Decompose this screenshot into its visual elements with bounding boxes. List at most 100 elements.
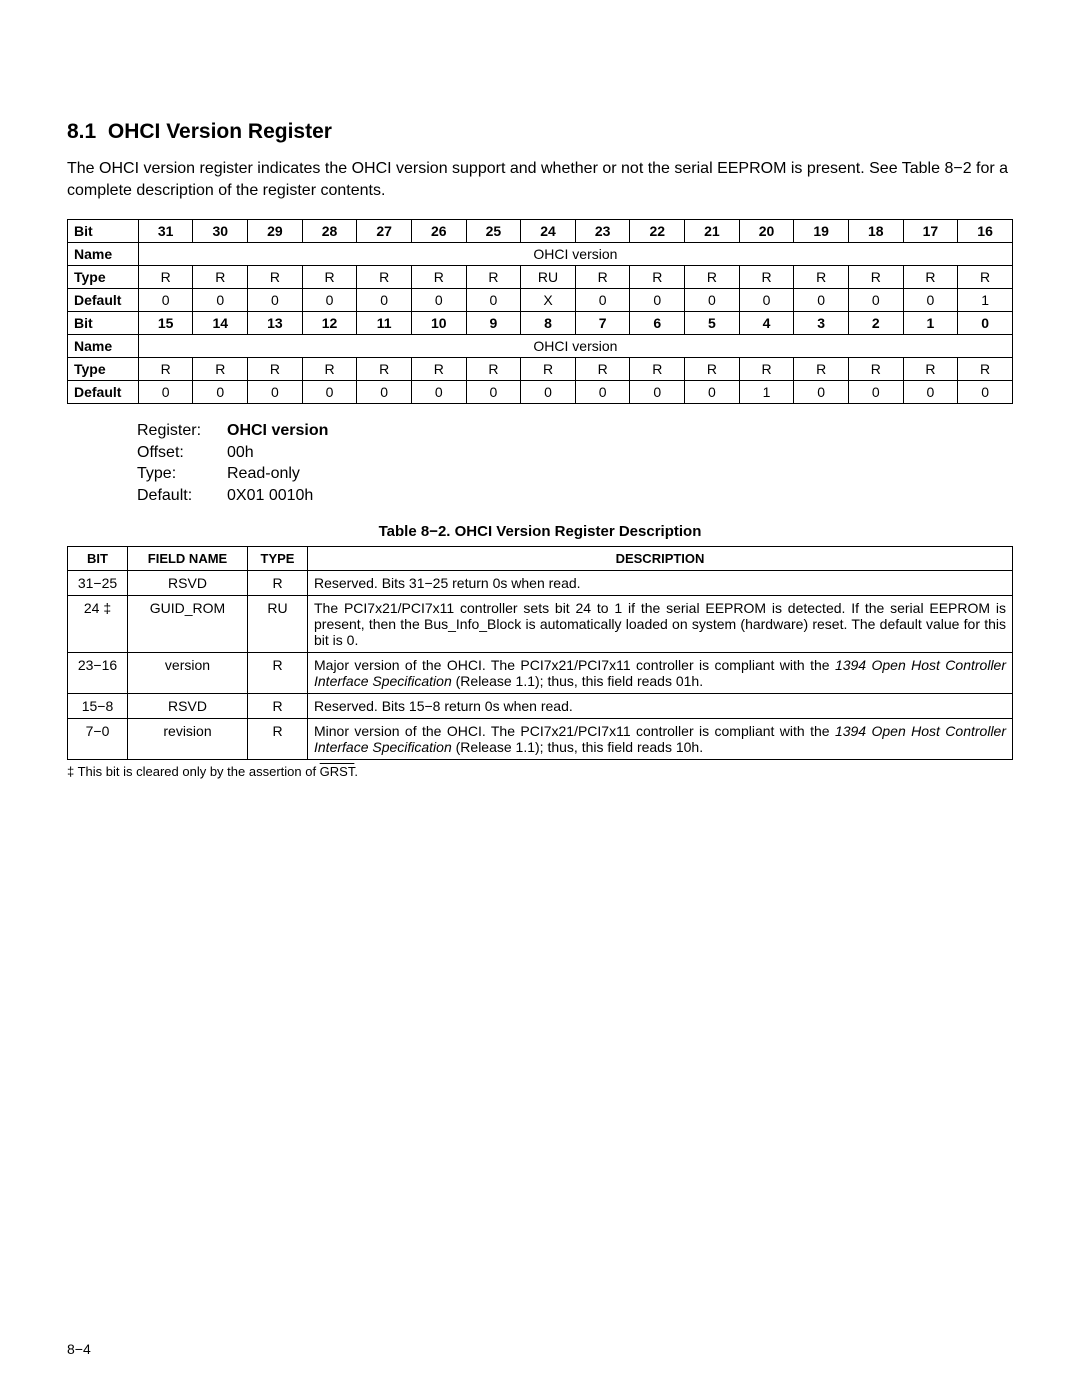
bitmap-cell: R xyxy=(521,358,576,381)
bitmap-cell: 0 xyxy=(302,381,357,404)
bitmap-cell: 30 xyxy=(193,220,248,243)
desc-description: Minor version of the OHCI. The PCI7x21/P… xyxy=(308,718,1013,759)
desc-bit: 24 ‡ xyxy=(68,595,128,652)
bitmap-cell: 0 xyxy=(958,381,1013,404)
desc-header: FIELD NAME xyxy=(128,546,248,570)
bitmap-cell: R xyxy=(411,266,466,289)
bitmap-cell: R xyxy=(248,358,303,381)
bitmap-cell: R xyxy=(302,266,357,289)
page-number: 8−4 xyxy=(67,1341,91,1357)
bitmap-cell: R xyxy=(357,266,412,289)
bitmap-cell: 3 xyxy=(794,312,849,335)
reg-info-type-value: Read-only xyxy=(227,463,300,485)
bitmap-cell: 0 xyxy=(794,289,849,312)
desc-description: The PCI7x21/PCI7x11 controller sets bit … xyxy=(308,595,1013,652)
description-table: BITFIELD NAMETYPEDESCRIPTION31−25RSVDRRe… xyxy=(67,546,1013,760)
bitmap-cell: R xyxy=(575,266,630,289)
bitmap-cell: 19 xyxy=(794,220,849,243)
desc-type: R xyxy=(248,652,308,693)
bitmap-cell: 6 xyxy=(630,312,685,335)
reg-info-register-label: Register: xyxy=(137,420,227,442)
bitmap-cell: R xyxy=(466,358,521,381)
bitmap-cell: 0 xyxy=(739,289,794,312)
bitmap-cell: R xyxy=(685,266,740,289)
bitmap-cell: 1 xyxy=(739,381,794,404)
desc-bit: 15−8 xyxy=(68,693,128,718)
reg-info-default-label: Default: xyxy=(137,485,227,507)
bitmap-cell: 0 xyxy=(302,289,357,312)
bitmap-cell: R xyxy=(138,358,193,381)
bitmap-cell: R xyxy=(794,358,849,381)
bitmap-cell: 0 xyxy=(903,381,958,404)
reg-info-offset-label: Offset: xyxy=(137,442,227,464)
bitmap-cell: 0 xyxy=(248,381,303,404)
desc-header: TYPE xyxy=(248,546,308,570)
bitmap-row-label: Name xyxy=(68,335,139,358)
desc-type: R xyxy=(248,570,308,595)
bitmap-cell: R xyxy=(685,358,740,381)
bitmap-cell: R xyxy=(848,358,903,381)
desc-field: revision xyxy=(128,718,248,759)
bitmap-cell: 14 xyxy=(193,312,248,335)
bitmap-cell: 0 xyxy=(193,381,248,404)
bitmap-cell: RU xyxy=(521,266,576,289)
bitmap-cell: R xyxy=(848,266,903,289)
bitmap-cell: 24 xyxy=(521,220,576,243)
bitmap-cell: 0 xyxy=(466,289,521,312)
bitmap-cell: 8 xyxy=(521,312,576,335)
bitmap-cell: 0 xyxy=(411,289,466,312)
desc-header: DESCRIPTION xyxy=(308,546,1013,570)
bitmap-cell: 9 xyxy=(466,312,521,335)
bitmap-cell: 16 xyxy=(958,220,1013,243)
desc-bit: 31−25 xyxy=(68,570,128,595)
footnote-post: . xyxy=(354,764,358,779)
bitmap-cell: X xyxy=(521,289,576,312)
bitmap-cell: 0 xyxy=(958,312,1013,335)
bitmap-cell: 0 xyxy=(575,381,630,404)
bitmap-row-label: Bit xyxy=(68,220,139,243)
bitmap-cell: R xyxy=(739,358,794,381)
bitmap-cell: 17 xyxy=(903,220,958,243)
reg-info-type-label: Type: xyxy=(137,463,227,485)
bitmap-name-span: OHCI version xyxy=(138,243,1012,266)
reg-info-offset-value: 00h xyxy=(227,442,254,464)
desc-field: RSVD xyxy=(128,693,248,718)
bitmap-table: Bit31302928272625242322212019181716NameO… xyxy=(67,219,1013,404)
bitmap-cell: 31 xyxy=(138,220,193,243)
bitmap-cell: 0 xyxy=(903,289,958,312)
bitmap-cell: 0 xyxy=(575,289,630,312)
bitmap-cell: 21 xyxy=(685,220,740,243)
desc-type: R xyxy=(248,718,308,759)
bitmap-cell: 12 xyxy=(302,312,357,335)
bitmap-cell: 28 xyxy=(302,220,357,243)
bitmap-cell: R xyxy=(466,266,521,289)
bitmap-cell: 5 xyxy=(685,312,740,335)
register-info: Register: OHCI version Offset: 00h Type:… xyxy=(137,420,1013,506)
bitmap-cell: 0 xyxy=(685,289,740,312)
desc-header: BIT xyxy=(68,546,128,570)
bitmap-cell: R xyxy=(193,266,248,289)
desc-bit: 7−0 xyxy=(68,718,128,759)
bitmap-cell: R xyxy=(958,266,1013,289)
bitmap-cell: 22 xyxy=(630,220,685,243)
bitmap-cell: R xyxy=(411,358,466,381)
bitmap-cell: R xyxy=(630,266,685,289)
desc-field: version xyxy=(128,652,248,693)
bitmap-cell: 27 xyxy=(357,220,412,243)
bitmap-cell: 0 xyxy=(411,381,466,404)
bitmap-cell: 23 xyxy=(575,220,630,243)
bitmap-cell: R xyxy=(958,358,1013,381)
bitmap-cell: 20 xyxy=(739,220,794,243)
bitmap-cell: 26 xyxy=(411,220,466,243)
bitmap-cell: R xyxy=(302,358,357,381)
bitmap-cell: 18 xyxy=(848,220,903,243)
bitmap-row-label: Default xyxy=(68,381,139,404)
bitmap-cell: R xyxy=(357,358,412,381)
desc-description: Major version of the OHCI. The PCI7x21/P… xyxy=(308,652,1013,693)
bitmap-cell: 0 xyxy=(630,381,685,404)
bitmap-name-span: OHCI version xyxy=(138,335,1012,358)
bitmap-cell: R xyxy=(575,358,630,381)
desc-bit: 23−16 xyxy=(68,652,128,693)
bitmap-cell: 7 xyxy=(575,312,630,335)
bitmap-cell: 0 xyxy=(794,381,849,404)
